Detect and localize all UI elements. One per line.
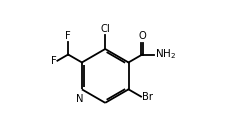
Text: Br: Br [142, 92, 153, 102]
Text: NH$_2$: NH$_2$ [155, 48, 176, 61]
Text: O: O [138, 31, 146, 41]
Text: Cl: Cl [100, 24, 110, 34]
Text: F: F [51, 56, 57, 66]
Text: F: F [65, 31, 71, 41]
Text: N: N [76, 94, 84, 104]
